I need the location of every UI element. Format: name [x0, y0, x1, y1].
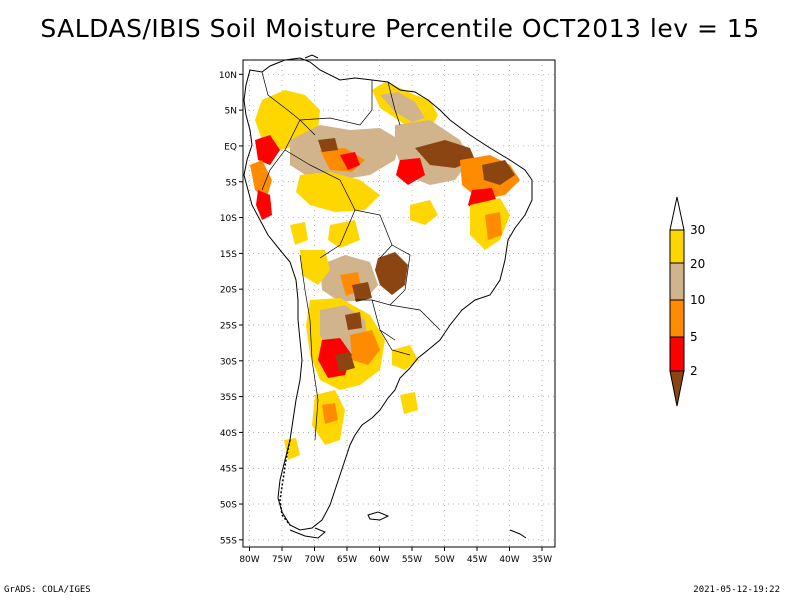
region-brown [335, 352, 355, 372]
region-yellow [290, 222, 308, 245]
legend-label-5: 5 [690, 330, 698, 344]
longitude-labels: 80W 75W 70W 65W 60W 55W 50W 45W 40W 35W [239, 547, 552, 565]
region-red [255, 135, 280, 165]
lon-label: 55W [402, 555, 422, 565]
region-brown [318, 138, 338, 152]
region-brown [375, 252, 408, 295]
lat-label: 45S [220, 465, 237, 475]
legend-label-20: 20 [690, 257, 705, 271]
region-yellow [296, 172, 380, 212]
region-yellow [400, 392, 418, 414]
legend-label-2: 2 [690, 364, 698, 378]
lat-label: 50S [220, 501, 237, 511]
soil-moisture-shading [250, 82, 520, 460]
region-yellow [410, 200, 438, 225]
lon-label: 80W [239, 555, 259, 565]
lat-label: 5N [225, 107, 237, 117]
region-brown [352, 282, 372, 302]
region-red [256, 190, 272, 220]
lat-label: EQ [224, 142, 237, 152]
lon-label: 50W [434, 555, 454, 565]
map-title: SALDAS/IBIS Soil Moisture Percentile OCT… [40, 14, 760, 43]
region-tan [380, 92, 425, 122]
lon-label: 35W [532, 555, 552, 565]
region-yellow [392, 345, 418, 370]
region-orange [250, 160, 272, 200]
lat-label: 5S [226, 178, 238, 188]
legend-swatch-2-5 [669, 336, 685, 372]
colorbar-legend: 30 20 10 5 2 [669, 196, 705, 407]
footer-timestamp: 2021-05-12-19:22 [693, 585, 780, 595]
region-orange [350, 330, 380, 365]
lon-label: 70W [304, 555, 324, 565]
lat-label: 15S [220, 250, 237, 260]
lat-label: 30S [220, 357, 237, 367]
lon-label: 60W [369, 555, 389, 565]
lat-label: 40S [220, 429, 237, 439]
lon-label: 40W [499, 555, 519, 565]
legend-label-10: 10 [690, 293, 705, 307]
region-red [340, 152, 360, 170]
lat-label: 35S [220, 393, 237, 403]
region-orange [485, 212, 502, 240]
legend-swatch-above-30 [669, 196, 685, 231]
legend-swatch-5-10 [669, 299, 685, 338]
region-brown [345, 312, 362, 330]
region-yellow [300, 250, 330, 285]
coastline [243, 54, 533, 539]
lat-label: 20S [220, 286, 237, 296]
lat-label: 10N [219, 71, 237, 81]
lon-label: 75W [272, 555, 292, 565]
legend-swatch-below-2 [669, 370, 685, 407]
region-brown [482, 160, 515, 185]
legend-swatch-10-20 [669, 262, 685, 301]
region-red [396, 158, 425, 185]
legend-label-30: 30 [690, 223, 705, 237]
lat-label: 55S [220, 536, 237, 546]
lon-label: 45W [467, 555, 487, 565]
lat-label: 10S [220, 214, 237, 224]
region-yellow [328, 220, 360, 248]
region-yellow [284, 438, 300, 460]
lat-label: 25S [220, 321, 237, 331]
lon-label: 65W [337, 555, 357, 565]
latitude-labels: 10N 5N EQ 5S 10S 15S 20S 25S 30S 35S 40S 45S 50S 55S [219, 71, 243, 546]
chile-fjord-coast [279, 439, 291, 526]
region-orange [322, 403, 338, 424]
legend-swatch-20-30 [669, 229, 685, 264]
region-brown [415, 140, 475, 168]
footer-credit: GrADS: COLA/IGES [4, 585, 91, 595]
